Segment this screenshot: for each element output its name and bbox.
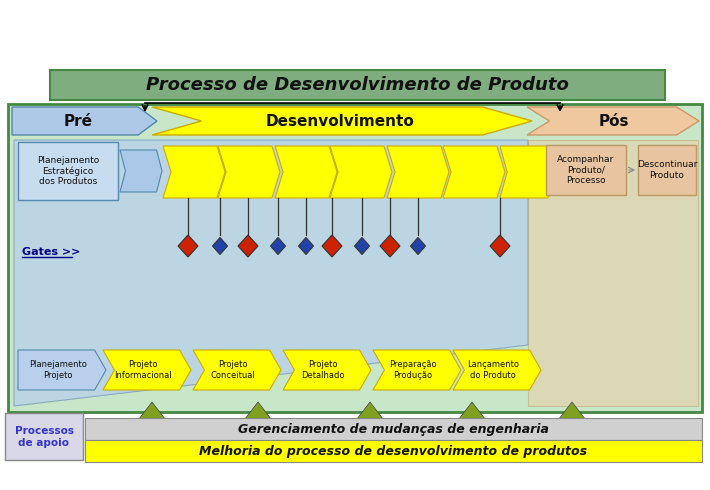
Polygon shape [443,146,505,198]
Polygon shape [453,350,541,390]
FancyBboxPatch shape [546,145,626,195]
Text: Projeto
Informacional: Projeto Informacional [114,360,172,380]
Polygon shape [500,146,555,198]
Polygon shape [283,350,371,390]
Polygon shape [330,146,392,198]
Polygon shape [218,146,280,198]
Polygon shape [120,150,162,192]
Polygon shape [152,107,532,135]
Polygon shape [103,350,191,390]
Polygon shape [387,146,449,198]
Polygon shape [354,238,369,254]
Text: Lançamento
do Produto: Lançamento do Produto [467,360,519,380]
Text: Descontinuar
Produto: Descontinuar Produto [637,160,697,180]
Polygon shape [238,235,258,257]
Text: Processo de Desenvolvimento de Produto: Processo de Desenvolvimento de Produto [146,76,569,94]
Polygon shape [410,238,425,254]
Polygon shape [490,235,510,257]
Polygon shape [552,402,592,428]
Text: Preparação
Produção: Preparação Produção [389,360,437,380]
FancyBboxPatch shape [18,142,118,200]
Polygon shape [322,235,342,257]
Polygon shape [193,350,281,390]
Text: Desenvolvimento: Desenvolvimento [266,114,415,128]
Polygon shape [178,235,198,257]
Text: Acompanhar
Produto/
Processo: Acompanhar Produto/ Processo [557,155,615,185]
Polygon shape [350,402,390,428]
Text: Gates >>: Gates >> [22,247,80,257]
Polygon shape [238,402,278,428]
FancyBboxPatch shape [638,145,696,195]
Polygon shape [163,146,225,198]
Polygon shape [527,107,699,135]
Text: Pós: Pós [599,114,629,128]
Polygon shape [14,140,528,406]
FancyBboxPatch shape [8,104,702,412]
Text: Melhoria do processo de desenvolvimento de produtos: Melhoria do processo de desenvolvimento … [199,444,587,458]
Polygon shape [271,238,285,254]
Text: Projeto
Detalhado: Projeto Detalhado [301,360,345,380]
Polygon shape [12,107,157,135]
FancyBboxPatch shape [85,440,702,462]
Text: Planejamento
Projeto: Planejamento Projeto [29,360,87,380]
Polygon shape [373,350,461,390]
FancyBboxPatch shape [5,413,83,460]
Text: Processos
de apoio: Processos de apoio [14,426,74,448]
Polygon shape [18,350,106,390]
Polygon shape [298,238,314,254]
Polygon shape [452,402,492,428]
FancyBboxPatch shape [50,70,665,100]
Text: Gerenciamento de mudanças de engenharia: Gerenciamento de mudanças de engenharia [238,422,548,436]
Polygon shape [275,146,337,198]
Text: Planejamento
Estratégico
dos Produtos: Planejamento Estratégico dos Produtos [37,156,99,186]
Text: Projeto
Conceitual: Projeto Conceitual [211,360,256,380]
FancyBboxPatch shape [85,418,702,440]
Polygon shape [132,402,172,428]
Polygon shape [212,238,227,254]
Polygon shape [528,140,698,406]
Polygon shape [380,235,400,257]
Text: Pré: Pré [63,114,92,128]
